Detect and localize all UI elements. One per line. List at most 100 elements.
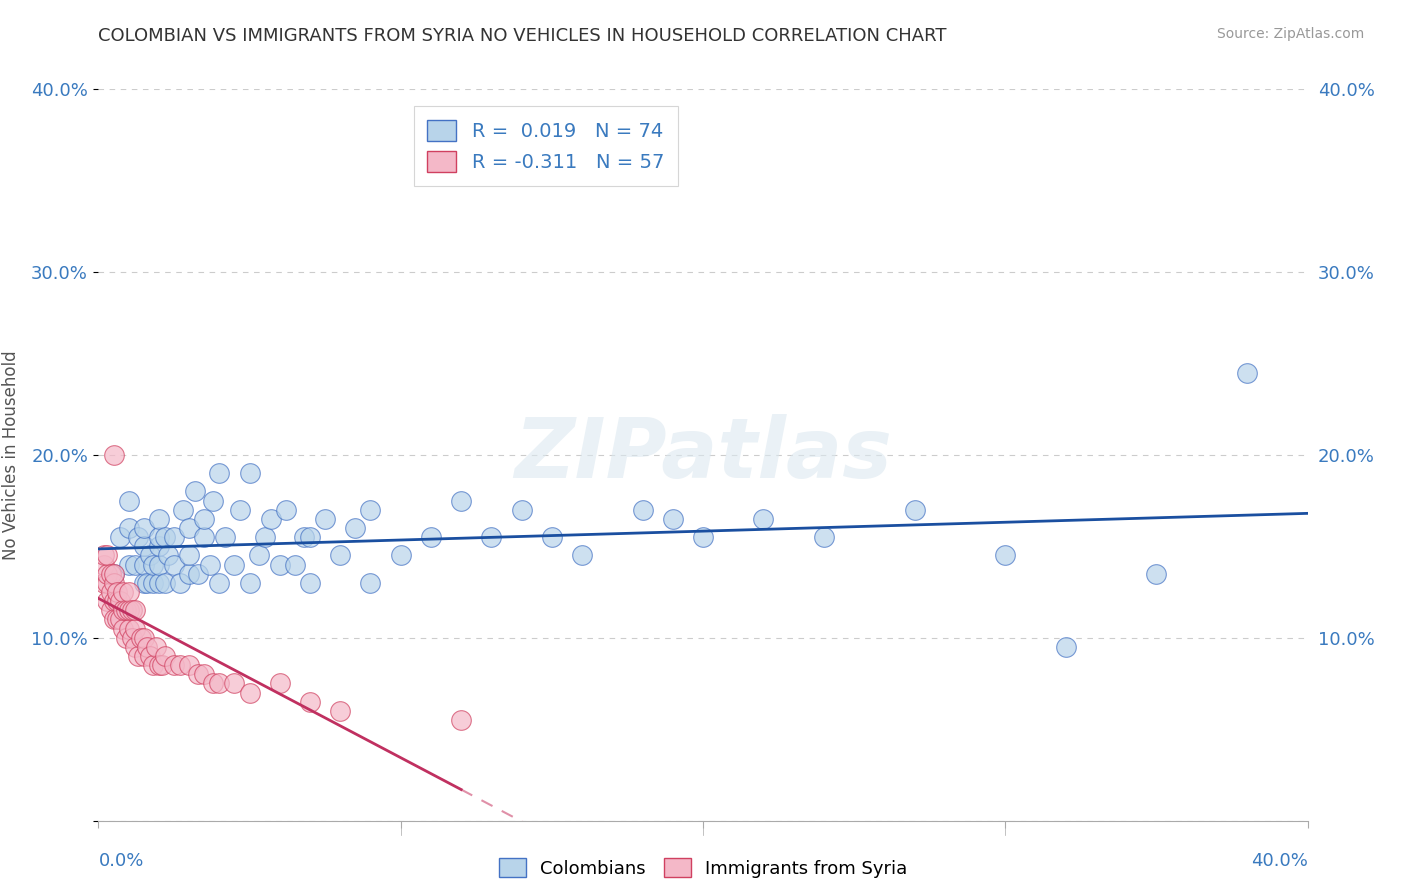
Legend: R =  0.019   N = 74, R = -0.311   N = 57: R = 0.019 N = 74, R = -0.311 N = 57 — [413, 106, 678, 186]
Point — [169, 576, 191, 591]
Point — [105, 594, 128, 608]
Point — [450, 713, 472, 727]
Point — [274, 502, 297, 516]
Point — [108, 594, 131, 608]
Point — [148, 576, 170, 591]
Point — [163, 558, 186, 572]
Point — [111, 622, 134, 636]
Point — [153, 530, 176, 544]
Point — [179, 521, 201, 535]
Point — [314, 512, 336, 526]
Point — [111, 603, 134, 617]
Point — [139, 649, 162, 664]
Point — [148, 539, 170, 553]
Point — [100, 603, 122, 617]
Point — [187, 667, 209, 681]
Point — [132, 649, 155, 664]
Point — [292, 530, 315, 544]
Point — [994, 549, 1017, 563]
Point — [163, 658, 186, 673]
Point — [114, 631, 136, 645]
Point — [118, 521, 141, 535]
Text: ZIPatlas: ZIPatlas — [515, 415, 891, 495]
Point — [105, 585, 128, 599]
Point — [193, 512, 215, 526]
Point — [150, 658, 173, 673]
Point — [179, 549, 201, 563]
Point — [1144, 566, 1167, 581]
Point — [114, 603, 136, 617]
Point — [124, 603, 146, 617]
Point — [299, 530, 322, 544]
Point — [96, 594, 118, 608]
Point — [269, 558, 291, 572]
Point — [132, 576, 155, 591]
Point — [93, 558, 115, 572]
Y-axis label: No Vehicles in Household: No Vehicles in Household — [1, 350, 20, 560]
Point — [118, 558, 141, 572]
Point — [329, 549, 352, 563]
Point — [813, 530, 835, 544]
Point — [247, 549, 270, 563]
Point — [344, 521, 367, 535]
Point — [96, 549, 118, 563]
Point — [132, 558, 155, 572]
Point — [118, 585, 141, 599]
Text: COLOMBIAN VS IMMIGRANTS FROM SYRIA NO VEHICLES IN HOUSEHOLD CORRELATION CHART: COLOMBIAN VS IMMIGRANTS FROM SYRIA NO VE… — [98, 27, 946, 45]
Point — [360, 502, 382, 516]
Point — [153, 649, 176, 664]
Point — [156, 549, 179, 563]
Point — [329, 704, 352, 718]
Point — [202, 493, 225, 508]
Point — [142, 558, 165, 572]
Point — [360, 576, 382, 591]
Point — [108, 613, 131, 627]
Point — [142, 658, 165, 673]
Point — [1054, 640, 1077, 654]
Point — [127, 649, 149, 664]
Point — [389, 549, 412, 563]
Point — [208, 466, 231, 480]
Point — [118, 603, 141, 617]
Point — [239, 576, 262, 591]
Point — [752, 512, 775, 526]
Point — [135, 576, 157, 591]
Point — [93, 549, 115, 563]
Point — [284, 558, 307, 572]
Point — [118, 622, 141, 636]
Point — [100, 585, 122, 599]
Point — [100, 566, 122, 581]
Point — [132, 631, 155, 645]
Point — [163, 530, 186, 544]
Point — [187, 566, 209, 581]
Point — [148, 658, 170, 673]
Point — [179, 658, 201, 673]
Point — [105, 613, 128, 627]
Point — [108, 530, 131, 544]
Point — [420, 530, 443, 544]
Point — [132, 539, 155, 553]
Point — [129, 631, 152, 645]
Point — [169, 658, 191, 673]
Point — [239, 685, 262, 699]
Point — [224, 558, 246, 572]
Point — [299, 695, 322, 709]
Point — [111, 585, 134, 599]
Point — [148, 558, 170, 572]
Point — [103, 566, 125, 581]
Point — [139, 549, 162, 563]
Point — [121, 631, 143, 645]
Point — [239, 466, 262, 480]
Point — [103, 594, 125, 608]
Point — [148, 530, 170, 544]
Text: Source: ZipAtlas.com: Source: ZipAtlas.com — [1216, 27, 1364, 41]
Point — [631, 502, 654, 516]
Point — [253, 530, 276, 544]
Point — [96, 576, 118, 591]
Point — [172, 502, 194, 516]
Point — [208, 576, 231, 591]
Point — [904, 502, 927, 516]
Point — [124, 622, 146, 636]
Point — [510, 502, 533, 516]
Point — [142, 576, 165, 591]
